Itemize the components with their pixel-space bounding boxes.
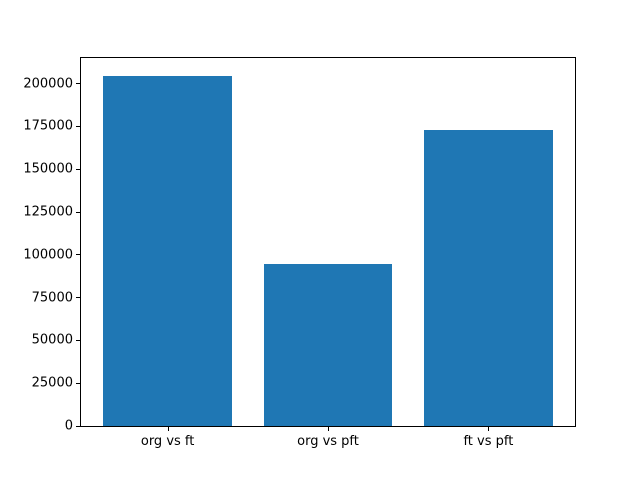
bar-org-vs-pft <box>263 264 393 426</box>
y-tick-label: 75000 <box>31 290 73 306</box>
y-tick-mark <box>76 168 80 170</box>
y-tick-mark <box>76 125 80 127</box>
x-tick-label: org vs ft <box>140 434 195 449</box>
y-tick-label: 100000 <box>23 247 73 263</box>
bar-ft-vs-pft <box>424 129 553 426</box>
x-tick-mark <box>328 427 329 431</box>
y-tick-label: 200000 <box>23 76 73 92</box>
y-tick-mark <box>76 83 80 85</box>
y-tick-mark <box>76 297 80 299</box>
y-tick-label: 0 <box>64 418 73 434</box>
y-tick-label: 50000 <box>31 332 73 348</box>
x-tick-mark <box>488 427 490 431</box>
y-tick-label: 25000 <box>31 375 73 391</box>
y-tick-mark <box>76 211 80 213</box>
bar-org-vs-ft <box>103 75 232 426</box>
y-tick-mark <box>76 339 80 341</box>
y-tick-label: 175000 <box>23 118 73 134</box>
x-tick-label: ft vs pft <box>463 434 514 449</box>
y-tick-label: 150000 <box>23 161 73 177</box>
x-tick-mark <box>167 427 169 431</box>
y-tick-mark <box>76 425 80 427</box>
y-tick-mark <box>76 254 80 256</box>
plot-area: org vs ft org vs pft ft vs pft 0 25000 50000 7… <box>23 57 576 448</box>
x-tick-label: org vs pft <box>297 434 359 449</box>
y-tick-label: 125000 <box>23 204 73 220</box>
y-tick-mark <box>76 382 80 384</box>
